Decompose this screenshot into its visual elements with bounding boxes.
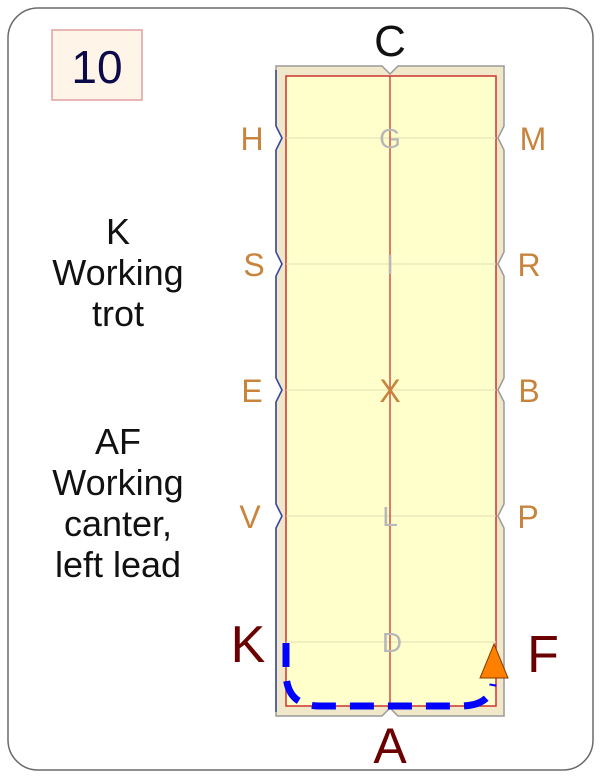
letter-v: V xyxy=(239,499,261,535)
arena-gridlines xyxy=(286,137,496,643)
letter-k: K xyxy=(231,616,266,674)
letter-h: H xyxy=(240,121,263,157)
arena-surface xyxy=(285,75,497,707)
direction-arrow-icon xyxy=(479,642,509,679)
instruction-2-line-2: Working xyxy=(52,462,184,503)
instruction-2-line-3: canter, xyxy=(63,503,173,544)
letter-x: X xyxy=(379,373,400,409)
letter-c: C xyxy=(374,17,406,66)
letter-a: A xyxy=(373,718,407,774)
movement-number: 10 xyxy=(71,41,122,93)
letter-p: P xyxy=(517,499,538,535)
letter-e: E xyxy=(241,373,262,409)
letter-b: B xyxy=(518,373,539,409)
letter-s: S xyxy=(243,247,264,283)
letter-m: M xyxy=(520,121,547,157)
instruction-2-line-4: left lead xyxy=(54,544,182,585)
movement-number-box xyxy=(51,29,143,101)
instruction-block-2: AF Working canter, left lead xyxy=(18,421,218,585)
letter-g: G xyxy=(379,123,401,154)
letter-i: I xyxy=(386,249,394,280)
instruction-1-line-3: trot xyxy=(91,293,144,334)
movement-path xyxy=(282,643,497,710)
letter-d: D xyxy=(382,627,402,658)
instruction-1-line-2: Working xyxy=(52,252,184,293)
instruction-1-line-1: K xyxy=(105,211,130,252)
instruction-2-line-1: AF xyxy=(94,421,141,462)
letter-r: R xyxy=(517,247,540,283)
arena-left-edge xyxy=(275,70,283,712)
instruction-block-1: K Working trot xyxy=(18,211,218,334)
letter-l: L xyxy=(382,501,398,532)
letter-f: F xyxy=(527,626,559,684)
